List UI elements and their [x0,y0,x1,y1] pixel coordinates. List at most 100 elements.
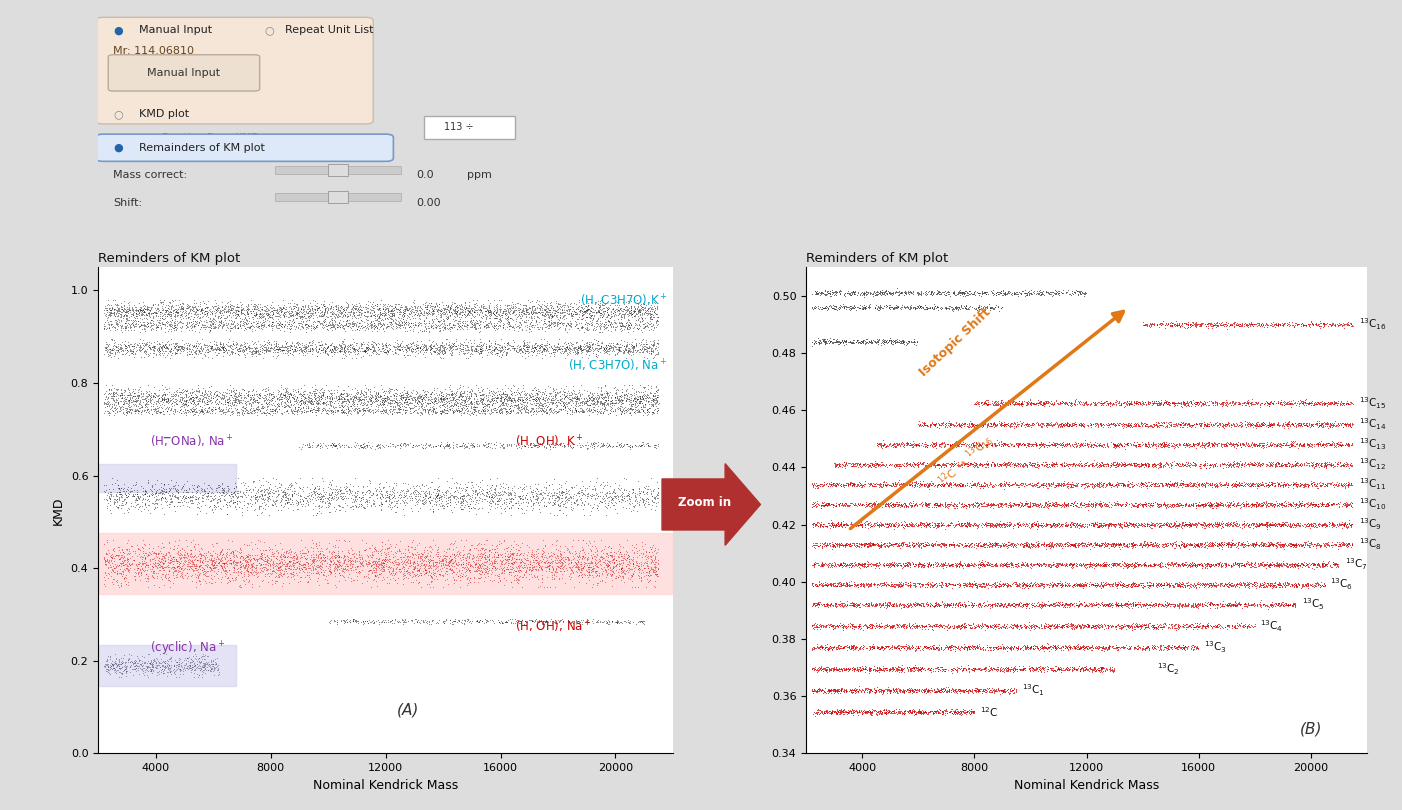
Point [481,491,503,504]
Point [876,706,899,719]
Point [1030,288,1053,301]
Point [541,556,564,569]
Point [1005,418,1028,431]
Point [917,685,939,698]
Point [1014,439,1036,452]
Point [471,393,494,406]
Point [883,499,906,512]
Point [1283,417,1305,430]
Point [1316,395,1339,408]
Point [565,302,587,315]
Point [94,664,116,677]
Point [443,306,465,319]
Point [899,662,921,675]
Point [859,478,882,491]
Point [1112,580,1134,593]
Point [1168,576,1190,589]
Point [133,311,156,324]
Point [461,347,484,360]
Point [1059,438,1081,451]
Point [252,554,275,567]
Point [125,557,147,570]
Point [1280,395,1302,408]
Point [1021,458,1043,471]
Point [572,302,594,315]
Point [997,478,1019,491]
Point [557,494,579,507]
Point [522,403,544,416]
Point [1185,581,1207,594]
Point [582,437,604,450]
Point [200,502,223,515]
Point [296,560,318,573]
Point [147,558,170,571]
Point [1279,537,1301,550]
Point [129,480,151,492]
Point [845,703,868,716]
Point [998,480,1021,492]
Point [1074,620,1096,633]
Point [580,310,603,323]
Point [170,345,192,358]
Point [423,344,446,357]
Point [580,562,603,575]
Point [815,704,837,717]
Point [951,640,973,653]
Point [632,481,655,494]
Point [355,340,377,353]
Point [104,656,126,669]
Point [949,518,972,531]
Point [1158,618,1180,631]
Point [1165,318,1187,330]
Point [967,683,990,696]
Point [830,706,852,719]
Point [102,658,125,671]
Point [121,344,143,357]
Point [601,301,624,314]
Point [900,335,923,347]
Point [135,561,157,573]
Point [815,478,837,491]
Point [1014,621,1036,634]
Point [914,518,937,531]
Point [285,548,307,561]
Point [1088,519,1110,532]
Point [188,384,210,397]
Point [903,709,925,722]
Point [435,552,457,565]
Point [262,498,285,511]
Point [1269,578,1291,590]
Point [374,553,397,566]
Point [932,415,955,428]
Point [1200,620,1223,633]
Point [430,555,453,568]
Point [911,439,934,452]
Point [200,554,223,567]
Point [505,561,527,574]
Point [457,558,479,571]
Point [551,552,573,565]
Point [408,575,430,588]
Point [1115,496,1137,509]
Point [516,406,538,419]
Point [1145,318,1168,330]
Point [540,298,562,311]
Point [372,439,394,452]
Point [834,684,857,697]
Point [837,499,859,512]
Point [1242,578,1265,591]
Point [618,305,641,318]
Point [1032,598,1054,611]
Point [179,544,202,557]
Point [1019,642,1042,655]
Point [478,499,501,512]
Point [593,343,615,356]
Point [1165,556,1187,569]
Point [1144,416,1166,428]
Point [1148,459,1171,472]
Point [163,389,185,402]
Point [1332,420,1354,433]
Point [285,337,307,350]
Point [879,498,901,511]
Point [1329,478,1352,491]
